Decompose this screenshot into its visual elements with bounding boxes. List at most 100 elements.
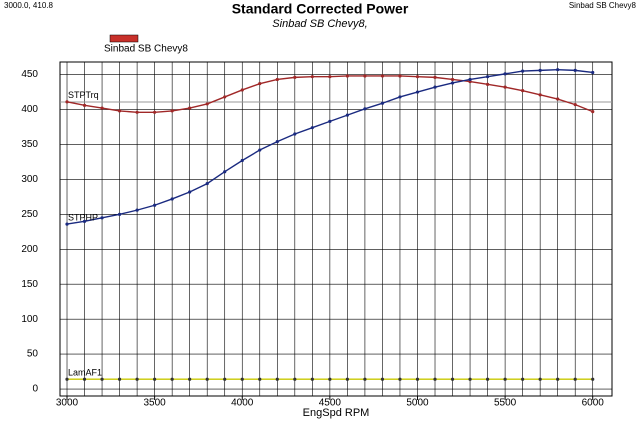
point-marker	[170, 197, 174, 201]
point-marker	[503, 377, 507, 381]
point-marker	[345, 74, 349, 78]
x-tick-label: 3500	[144, 398, 167, 409]
point-marker	[310, 75, 314, 79]
point-marker	[310, 126, 314, 130]
point-marker	[468, 377, 472, 381]
point-marker	[223, 95, 227, 99]
point-marker	[503, 85, 507, 89]
point-marker	[433, 377, 437, 381]
point-marker	[573, 103, 577, 107]
chart-subtitle: Sinbad SB Chevy8,	[272, 18, 367, 30]
point-marker	[117, 212, 122, 216]
point-marker	[433, 75, 437, 79]
point-marker	[65, 100, 69, 104]
series-label: LamAF1	[68, 368, 102, 378]
point-marker	[188, 190, 192, 194]
point-marker	[415, 75, 420, 79]
point-marker	[100, 106, 104, 110]
point-marker	[117, 377, 122, 381]
point-marker	[591, 377, 595, 381]
point-marker	[450, 377, 455, 381]
point-marker	[556, 377, 560, 381]
point-marker	[450, 81, 455, 85]
point-marker	[258, 82, 262, 86]
point-marker	[556, 68, 560, 72]
point-marker	[223, 377, 227, 381]
point-marker	[538, 68, 542, 72]
point-marker	[556, 97, 560, 101]
x-axis-label: EngSpd RPM	[303, 407, 370, 419]
point-marker	[153, 110, 157, 114]
point-marker	[573, 68, 577, 72]
point-marker	[398, 74, 402, 78]
point-marker	[363, 377, 367, 381]
point-marker	[538, 377, 542, 381]
point-marker	[573, 377, 577, 381]
point-marker	[415, 377, 420, 381]
point-marker	[153, 203, 157, 207]
point-marker	[65, 377, 69, 381]
y-tick-label: 400	[21, 104, 38, 115]
point-marker	[345, 113, 349, 117]
point-marker	[205, 181, 209, 186]
series-label: STPHP	[68, 212, 98, 222]
point-marker	[223, 170, 227, 174]
point-marker	[521, 89, 525, 93]
point-marker	[188, 106, 192, 110]
point-marker	[293, 75, 297, 79]
point-marker	[380, 101, 385, 105]
point-marker	[293, 132, 297, 136]
point-marker	[117, 109, 122, 113]
point-marker	[82, 377, 87, 381]
point-marker	[591, 70, 595, 75]
point-marker	[275, 140, 279, 144]
point-marker	[275, 77, 279, 82]
point-marker	[240, 377, 244, 381]
legend-swatch	[109, 34, 139, 43]
point-marker	[135, 377, 139, 381]
point-marker	[328, 119, 332, 123]
point-marker	[380, 377, 385, 381]
point-marker	[153, 377, 157, 381]
x-tick-label: 3000	[56, 398, 79, 409]
point-marker	[450, 77, 455, 82]
point-marker	[591, 110, 595, 114]
chart-title: Standard Corrected Power	[232, 1, 409, 17]
point-marker	[398, 377, 402, 381]
point-marker	[188, 377, 192, 381]
point-marker	[363, 107, 367, 111]
point-marker	[538, 93, 542, 97]
point-marker	[240, 158, 244, 163]
point-marker	[100, 377, 104, 381]
y-tick-label: 50	[27, 349, 39, 360]
point-marker	[521, 69, 525, 73]
point-marker	[328, 75, 332, 79]
point-marker	[310, 377, 314, 381]
point-marker	[275, 377, 279, 381]
x-tick-label: 6000	[582, 398, 605, 409]
x-tick-label: 5000	[406, 398, 429, 409]
point-marker	[82, 103, 87, 107]
y-tick-label: 0	[32, 384, 38, 395]
point-marker	[328, 377, 332, 381]
point-marker	[485, 75, 490, 79]
point-marker	[433, 85, 437, 89]
plot-area	[59, 61, 613, 397]
point-marker	[485, 82, 490, 86]
point-marker	[503, 72, 507, 76]
x-tick-label: 4000	[231, 398, 254, 409]
point-marker	[205, 102, 209, 106]
point-marker	[345, 377, 349, 381]
y-tick-label: 300	[21, 174, 38, 185]
point-marker	[485, 377, 490, 381]
corner-label: Sinbad SB Chevy8	[569, 1, 637, 10]
point-marker	[380, 74, 385, 78]
x-tick-label: 5500	[494, 398, 517, 409]
y-tick-label: 200	[21, 244, 38, 255]
point-marker	[135, 110, 139, 114]
y-tick-label: 250	[21, 209, 38, 220]
point-marker	[521, 377, 525, 381]
point-marker	[135, 208, 139, 212]
series-label: STPTrq	[68, 90, 99, 100]
